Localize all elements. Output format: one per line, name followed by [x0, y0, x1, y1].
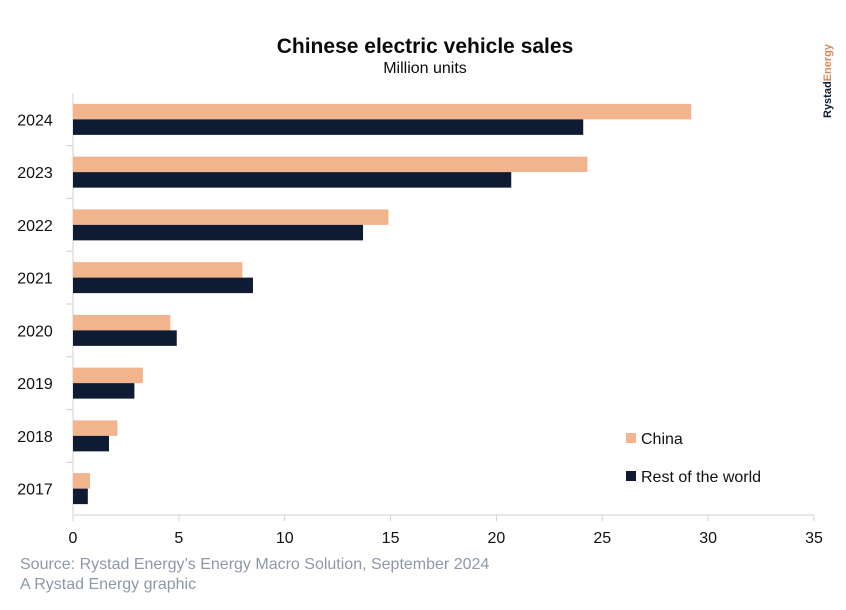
legend-swatch: [626, 471, 636, 481]
bar-china-2018: [73, 420, 118, 436]
chart-title: Chinese electric vehicle sales: [276, 35, 574, 58]
bar-rest-of-world-2023: [73, 172, 512, 188]
bar-china-2021: [73, 262, 243, 278]
chart-subtitle: Million units: [383, 60, 467, 77]
bar-rest-of-world-2021: [73, 277, 253, 294]
y-tick-label: 2017: [17, 482, 53, 499]
bar-china-2019: [73, 367, 143, 384]
bar-rest-of-world-2018: [73, 435, 109, 452]
x-tick-label: 5: [174, 530, 183, 547]
y-tick-label: 2024: [17, 112, 53, 129]
bar-rest-of-world-2020: [73, 330, 177, 346]
credit-note: A Rystad Energy graphic: [20, 576, 197, 593]
x-tick-label: 15: [382, 530, 400, 547]
legend-swatch: [626, 433, 636, 443]
bar-china-2020: [73, 314, 171, 331]
bar-china-2017: [73, 473, 90, 489]
x-tick-label: 25: [593, 530, 611, 547]
bar-china-2022: [73, 209, 389, 225]
x-tick-label: 20: [488, 530, 506, 547]
y-tick-label: 2023: [17, 165, 53, 182]
bar-rest-of-world-2017: [73, 488, 88, 505]
legend-label: China: [641, 431, 683, 448]
source-note: Source: Rystad Energy’s Energy Macro Sol…: [20, 556, 490, 573]
x-tick-label: 0: [69, 530, 78, 547]
y-tick-label: 2020: [17, 323, 53, 340]
y-tick-label: 2022: [17, 218, 53, 235]
x-tick-label: 35: [805, 530, 823, 547]
y-tick-label: 2021: [17, 271, 53, 288]
bar-rest-of-world-2024: [73, 119, 584, 135]
x-tick-label: 10: [276, 530, 294, 547]
bar-rest-of-world-2022: [73, 224, 364, 241]
x-tick-label: 30: [699, 530, 717, 547]
legend-label: Rest of the world: [641, 469, 761, 486]
bar-rest-of-world-2019: [73, 383, 135, 399]
y-tick-label: 2019: [17, 376, 53, 393]
bar-china-2023: [73, 156, 588, 173]
y-tick-label: 2018: [17, 429, 53, 446]
bar-china-2024: [73, 103, 692, 120]
